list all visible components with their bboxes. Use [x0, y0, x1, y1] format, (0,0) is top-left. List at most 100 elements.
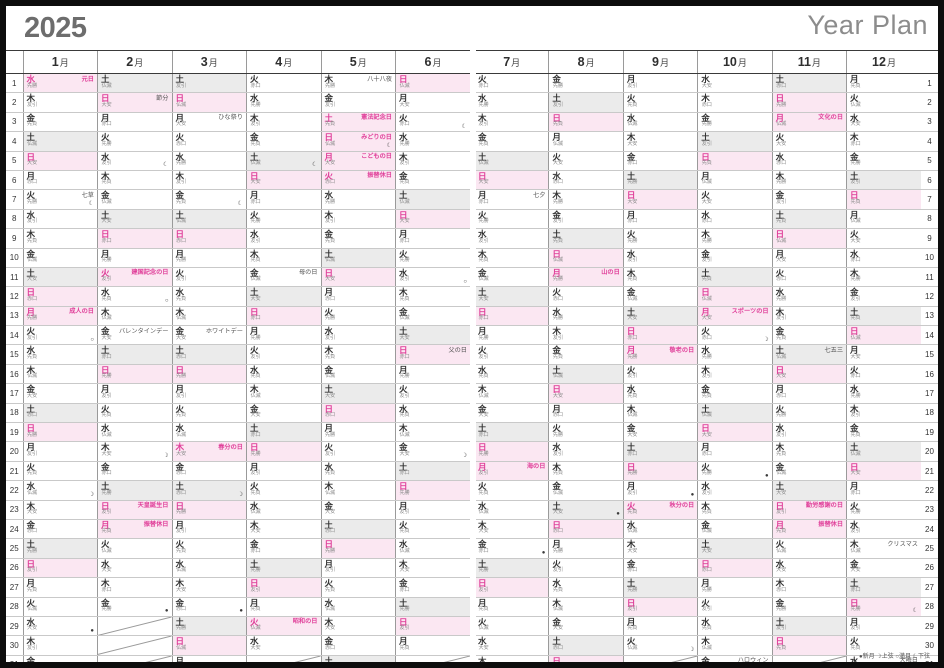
- day-cell[interactable]: 月先勝: [697, 577, 773, 598]
- day-cell[interactable]: 土先勝: [22, 538, 98, 559]
- day-cell[interactable]: 日先勝 ☾: [846, 597, 921, 617]
- day-cell[interactable]: 月大安 こどもの日: [320, 151, 396, 171]
- day-cell[interactable]: 水友引: [548, 441, 624, 462]
- day-cell[interactable]: 月赤口: [395, 228, 470, 249]
- day-cell[interactable]: 金先負: [395, 170, 470, 191]
- day-cell[interactable]: 火仏滅: [846, 92, 921, 113]
- day-cell[interactable]: 金先負: [22, 112, 98, 133]
- day-cell[interactable]: 月大安 ひな祭り: [171, 112, 247, 133]
- day-cell[interactable]: 日先勝: [22, 422, 98, 443]
- day-cell[interactable]: 土友引: [548, 92, 624, 113]
- day-cell[interactable]: 土先勝: [622, 170, 698, 191]
- day-cell[interactable]: 日大安: [622, 189, 698, 210]
- day-cell[interactable]: 水仏滅: [395, 538, 470, 559]
- day-cell[interactable]: 月赤口: [246, 189, 321, 210]
- day-cell[interactable]: 日大安: [771, 364, 847, 385]
- day-cell[interactable]: 木仏滅: [97, 306, 172, 327]
- day-cell[interactable]: 月先勝: [171, 248, 247, 268]
- day-cell[interactable]: 火仏滅: [97, 538, 172, 559]
- day-cell[interactable]: 水先負: [622, 383, 698, 404]
- day-cell[interactable]: 火友引: [622, 364, 698, 385]
- day-cell[interactable]: 水先勝: [474, 92, 549, 113]
- day-cell[interactable]: 日仏滅: [846, 325, 921, 346]
- day-cell[interactable]: 日仏滅: [171, 92, 247, 113]
- day-cell[interactable]: 水友引: [846, 519, 921, 540]
- day-cell[interactable]: 土大安: [474, 286, 549, 307]
- day-cell[interactable]: 水大安: [771, 558, 847, 579]
- day-cell[interactable]: 月先負: [474, 597, 549, 617]
- day-cell[interactable]: 金先負: [474, 131, 549, 152]
- day-cell[interactable]: 土赤口: [97, 344, 172, 365]
- day-cell[interactable]: [97, 635, 172, 656]
- day-cell[interactable]: [97, 616, 172, 637]
- day-cell[interactable]: 日大安: [320, 267, 396, 288]
- day-cell[interactable]: 水先負 ○: [97, 286, 172, 307]
- day-cell[interactable]: 水仏滅: [171, 558, 247, 579]
- day-cell[interactable]: 日大安: [697, 422, 773, 443]
- day-cell[interactable]: 水大安: [474, 635, 549, 656]
- day-cell[interactable]: 日友引: [474, 577, 549, 598]
- day-cell[interactable]: 日仏滅 みどりの日 ☾: [320, 131, 396, 152]
- day-cell[interactable]: 月先負 振替休日: [97, 519, 172, 540]
- day-cell[interactable]: 土友引: [846, 170, 921, 191]
- day-cell[interactable]: 月友引: [846, 616, 921, 637]
- day-cell[interactable]: 金大安: [622, 422, 698, 443]
- day-cell[interactable]: 火赤口 ☽: [697, 325, 773, 346]
- day-cell[interactable]: 水仏滅: [97, 422, 172, 443]
- day-cell[interactable]: [622, 655, 698, 662]
- day-cell[interactable]: 土先勝: [320, 655, 396, 662]
- day-cell[interactable]: 土仏滅: [846, 441, 921, 462]
- day-cell[interactable]: 土友引: [771, 616, 847, 637]
- day-cell[interactable]: 金先勝: [846, 151, 921, 171]
- day-cell[interactable]: 月先負: [395, 635, 470, 656]
- day-cell[interactable]: 金大安 ☽: [395, 441, 470, 462]
- day-cell[interactable]: 月大安: [171, 655, 247, 662]
- day-cell[interactable]: 火先負: [474, 480, 549, 501]
- day-cell[interactable]: 金赤口: [22, 519, 98, 540]
- day-cell[interactable]: 火先勝: [97, 131, 172, 152]
- day-cell[interactable]: 水友引 ○: [395, 267, 470, 288]
- day-cell[interactable]: 日先負: [771, 635, 847, 656]
- day-cell[interactable]: 水仏滅: [320, 597, 396, 617]
- day-cell[interactable]: 水先負: [320, 461, 396, 482]
- day-cell[interactable]: 木仏滅: [697, 635, 773, 656]
- day-cell[interactable]: 水先負: [171, 286, 247, 307]
- day-cell[interactable]: 木仏滅: [22, 364, 98, 385]
- day-cell[interactable]: 土友引: [171, 73, 247, 94]
- day-cell[interactable]: 火先負: [22, 461, 98, 482]
- day-cell[interactable]: 月先負: [22, 577, 98, 598]
- day-cell[interactable]: 土先勝: [474, 558, 549, 579]
- day-cell[interactable]: 金仏滅: [395, 306, 470, 327]
- day-cell[interactable]: 日赤口: [548, 519, 624, 540]
- day-cell[interactable]: 木仏滅: [246, 383, 321, 404]
- day-cell[interactable]: 日友引: [22, 558, 98, 579]
- day-cell[interactable]: 水仏滅: [622, 519, 698, 540]
- day-cell[interactable]: 水友引: [246, 228, 321, 249]
- day-cell[interactable]: 金仏滅: [320, 364, 396, 385]
- day-cell[interactable]: 火赤口 ☾: [395, 112, 470, 133]
- day-cell[interactable]: 火先負: [846, 635, 921, 656]
- day-cell[interactable]: 月先勝 敬老の日: [622, 344, 698, 365]
- day-cell[interactable]: 水先勝: [246, 92, 321, 113]
- day-cell[interactable]: 木友引: [548, 325, 624, 346]
- day-cell[interactable]: 木大安: [622, 538, 698, 559]
- day-cell[interactable]: 金友引: [548, 209, 624, 230]
- day-cell[interactable]: 木先勝 八十八夜: [320, 73, 396, 94]
- day-cell[interactable]: 土大安: [697, 538, 773, 559]
- day-cell[interactable]: 金仏滅: [622, 286, 698, 307]
- day-cell[interactable]: 金仏滅: [697, 519, 773, 540]
- day-cell[interactable]: 木友引: [320, 209, 396, 230]
- day-cell[interactable]: 日先勝: [320, 538, 396, 559]
- day-cell[interactable]: 火大安: [846, 228, 921, 249]
- day-cell[interactable]: 金大安: [548, 616, 624, 637]
- day-cell[interactable]: 日先勝: [246, 441, 321, 462]
- day-cell[interactable]: 金大安: [22, 383, 98, 404]
- day-cell[interactable]: 火先勝: [548, 422, 624, 443]
- day-cell[interactable]: 火大安: [697, 189, 773, 210]
- day-cell[interactable]: 水仏滅: [171, 422, 247, 443]
- day-cell[interactable]: 水赤口: [771, 151, 847, 171]
- day-cell[interactable]: 木友引: [246, 112, 321, 133]
- day-cell[interactable]: 日先負: [697, 151, 773, 171]
- day-cell[interactable]: 金赤口: [97, 461, 172, 482]
- day-cell[interactable]: 金大安ハロウィン: [697, 655, 773, 662]
